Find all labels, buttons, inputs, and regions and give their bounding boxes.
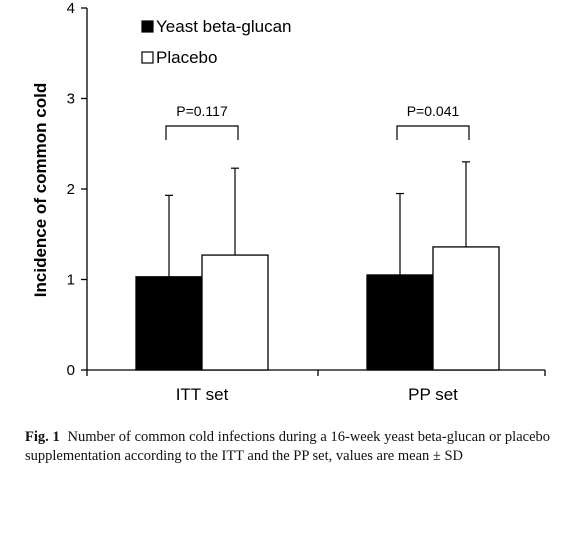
bar-yeast-beta-glucan bbox=[366, 274, 434, 371]
bar-yeast-beta-glucan bbox=[135, 276, 203, 371]
y-tick-label: 1 bbox=[67, 272, 75, 289]
figure-label: Fig. 1 bbox=[25, 429, 60, 445]
significance-bracket bbox=[165, 125, 239, 140]
x-tick-label: ITT set bbox=[176, 385, 229, 404]
x-tick-label: PP set bbox=[408, 385, 458, 404]
legend-swatch-placebo bbox=[141, 51, 154, 64]
figure-caption: Fig. 1 Number of common cold infections … bbox=[25, 428, 550, 466]
p-value-label: P=0.041 bbox=[407, 103, 460, 119]
legend-swatch-yeast-beta-glucan bbox=[141, 20, 154, 33]
p-value-label: P=0.117 bbox=[176, 103, 228, 119]
legend-label: Placebo bbox=[156, 48, 217, 67]
significance-bracket bbox=[396, 125, 470, 140]
y-axis-label: Incidence of common cold bbox=[31, 83, 50, 297]
y-tick-label: 4 bbox=[67, 0, 75, 17]
bar-chart: 0 1 2 3 4 ITT set PP set P=0.117 P=0.041 Yeast … bbox=[31, 0, 546, 404]
bar-placebo bbox=[432, 246, 500, 371]
legend: Yeast beta-glucan Placebo bbox=[141, 17, 291, 67]
bars bbox=[135, 161, 500, 371]
caption-text: Number of common cold infections during … bbox=[25, 429, 551, 464]
y-tick-label: 2 bbox=[67, 181, 75, 198]
annotations: P=0.117 P=0.041 bbox=[165, 103, 470, 140]
y-tick-label: 0 bbox=[67, 362, 75, 379]
bar-placebo bbox=[201, 254, 269, 371]
y-tick-label: 3 bbox=[67, 91, 75, 108]
legend-label: Yeast beta-glucan bbox=[156, 17, 291, 36]
